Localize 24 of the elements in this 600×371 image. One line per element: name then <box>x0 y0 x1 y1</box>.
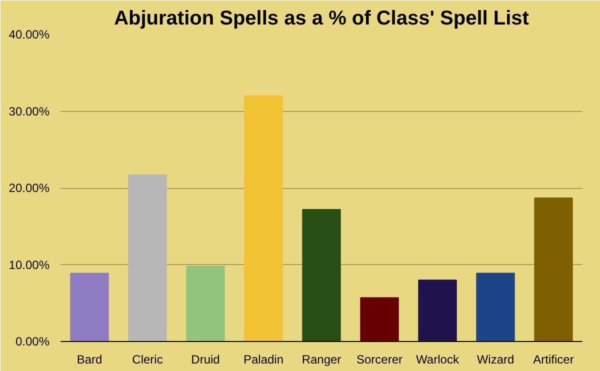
bar <box>360 297 399 342</box>
x-tick-label: Sorcerer <box>356 352 403 366</box>
x-tick-label: Cleric <box>132 352 163 366</box>
bar <box>476 272 515 342</box>
y-tick-label: 10.00% <box>8 258 50 272</box>
x-tick-label: Artificer <box>533 352 574 366</box>
x-tick-label: Bard <box>76 352 102 366</box>
bar <box>70 272 109 342</box>
x-tick-label: Ranger <box>302 352 342 366</box>
bar <box>534 197 573 342</box>
x-tick-label: Paladin <box>243 352 284 366</box>
x-tick-label: Wizard <box>476 352 514 366</box>
y-tick-label: 30.00% <box>8 104 50 118</box>
y-tick-label: 0.00% <box>15 334 50 348</box>
bar <box>128 174 167 342</box>
y-tick-label: 20.00% <box>8 181 50 195</box>
bar <box>186 266 225 342</box>
bar <box>302 208 341 342</box>
x-tick-label: Druid <box>191 352 220 366</box>
bar <box>244 95 283 342</box>
bar <box>418 280 457 342</box>
chart-title: Abjuration Spells as a % of Class' Spell List <box>114 8 530 30</box>
x-tick-label: Warlock <box>416 352 460 366</box>
y-tick-label: 40.00% <box>8 28 50 42</box>
